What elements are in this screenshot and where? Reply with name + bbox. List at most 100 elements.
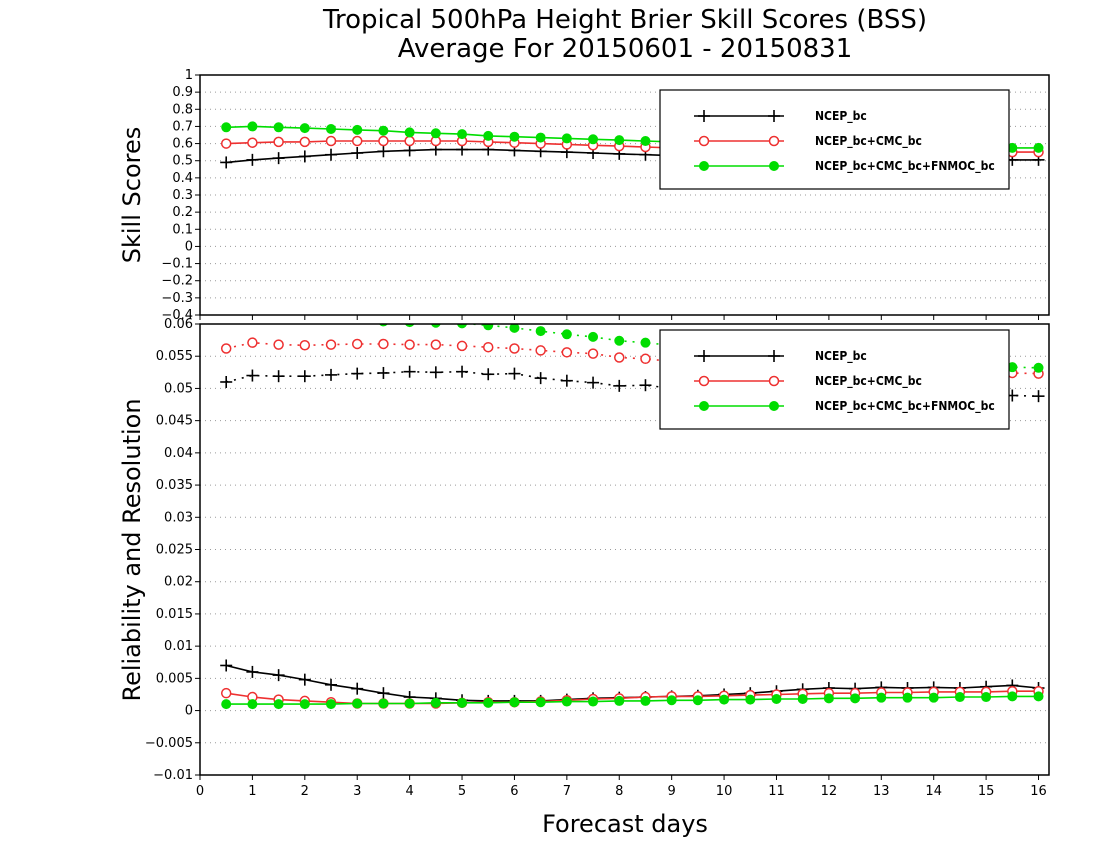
data-point-cmc — [404, 339, 415, 350]
data-point-cmc — [299, 136, 311, 148]
y-tick-label: −0.4 — [161, 308, 193, 323]
y-tick-label: 0.01 — [164, 639, 193, 654]
x-tick-label: 6 — [510, 784, 518, 799]
data-point-fnmoc — [221, 122, 232, 133]
y-tick-label: 0.045 — [156, 414, 193, 429]
data-point-ncep — [220, 375, 233, 388]
y-tick-label: −0.005 — [145, 736, 193, 751]
data-point-cmc — [378, 135, 389, 147]
y-tick-label: 0.03 — [164, 510, 193, 525]
data-point-cmc — [587, 348, 599, 359]
y-tick-label: 0.7 — [172, 119, 193, 134]
x-tick-label: 5 — [458, 784, 466, 799]
chart-title-line1: Tropical 500hPa Height Brier Skill Score… — [322, 5, 927, 35]
data-point-fnmoc — [561, 329, 572, 340]
data-point-cmc — [325, 135, 337, 147]
legend-label-cmc: NCEP_bc+CMC_bc — [815, 374, 922, 389]
x-tick-label: 2 — [301, 784, 309, 799]
legend-label-ncep: NCEP_bc — [815, 109, 867, 124]
data-point-fnmoc — [404, 127, 415, 138]
data-point-fnmoc — [247, 699, 258, 710]
data-point-cmc — [614, 352, 625, 363]
x-tick-label: 10 — [716, 784, 733, 799]
y-axis-title: Skill Scores — [118, 127, 146, 264]
y-tick-label: 0.4 — [172, 171, 193, 186]
x-tick-label: 3 — [353, 784, 361, 799]
data-point-ncep — [325, 368, 338, 381]
y-tick-label: 0.005 — [156, 671, 193, 686]
plot-frame — [199, 74, 1050, 316]
data-point-cmc — [220, 138, 232, 149]
data-point-cmc — [430, 339, 442, 350]
x-tick-label: 14 — [925, 784, 942, 799]
y-tick-label: 0.9 — [172, 85, 193, 100]
y-tick-label: 1 — [185, 68, 193, 83]
legend-entry-cmc: NCEP_bc+CMC_bc — [694, 374, 922, 389]
x-tick-label: 8 — [615, 784, 623, 799]
data-point-cmc — [273, 136, 284, 148]
data-point-fnmoc — [535, 326, 546, 337]
y-tick-label: −0.1 — [161, 257, 193, 272]
legend-entry-ncep: NCEP_bc — [694, 349, 867, 364]
data-point-fnmoc — [326, 124, 337, 134]
data-point-cmc — [404, 135, 415, 147]
data-point-cmc — [535, 345, 546, 356]
data-point-fnmoc — [378, 125, 389, 136]
data-point-fnmoc — [457, 129, 468, 140]
chart-title-line2: Average For 20150601 - 20150831 — [398, 34, 853, 64]
legend-marker-start-fnmoc — [699, 401, 709, 411]
data-point-fnmoc — [954, 692, 965, 703]
data-point-fnmoc — [483, 130, 494, 141]
legend-entry-fnmoc: NCEP_bc+CMC_bc+FNMOC_bc — [694, 399, 995, 414]
data-point-ncep — [587, 376, 600, 389]
data-point-ncep — [351, 367, 364, 380]
data-point-fnmoc — [1033, 691, 1044, 702]
data-point-ncep — [351, 147, 364, 159]
data-point-cmc — [247, 337, 258, 348]
x-tick-label: 7 — [563, 784, 571, 799]
data-point-ncep — [246, 153, 259, 166]
x-tick-label: 9 — [668, 784, 676, 799]
data-point-fnmoc — [430, 128, 441, 139]
data-point-ncep — [220, 659, 233, 672]
data-point-ncep — [560, 374, 573, 387]
data-point-ncep — [351, 682, 364, 695]
y-tick-label: 0.025 — [156, 543, 193, 558]
legend-marker-start-cmc — [698, 375, 710, 387]
data-point-fnmoc — [981, 692, 992, 703]
data-point-fnmoc — [561, 133, 572, 144]
x-tick-label: 16 — [1030, 784, 1047, 799]
y-tick-label: 0.8 — [172, 102, 193, 117]
data-point-ncep — [220, 156, 233, 169]
reliability-resolution-panel: −0.01 −0.005 0 0.005 0.01 0.015 0.02 0.025 0.03 0… — [118, 317, 1050, 799]
data-point-fnmoc — [273, 122, 284, 133]
data-point-fnmoc — [352, 698, 363, 709]
y-tick-label: 0.035 — [156, 478, 193, 493]
data-point-ncep — [613, 379, 626, 392]
data-point-fnmoc — [509, 697, 520, 708]
data-point-ncep — [377, 687, 390, 700]
y-tick-label: 0.06 — [164, 317, 193, 332]
legend-marker-start-ncep — [698, 350, 710, 362]
data-point-ncep — [377, 145, 390, 158]
x-axis-title: Forecast days — [542, 810, 708, 838]
data-point-fnmoc — [823, 693, 834, 704]
legend-box — [659, 329, 1010, 430]
data-point-ncep — [403, 365, 416, 378]
data-point-ncep — [508, 367, 521, 380]
legend-marker-end-ncep — [768, 350, 780, 362]
x-tick-label: 11 — [768, 784, 785, 799]
data-point-fnmoc — [614, 335, 625, 346]
data-point-fnmoc — [1033, 362, 1044, 373]
data-point-fnmoc — [457, 324, 467, 329]
x-tick-label: 0 — [196, 784, 204, 799]
data-point-ncep — [298, 150, 311, 163]
y-tick-label: 0 — [185, 704, 193, 719]
legend-marker-end-cmc — [768, 135, 780, 147]
x-tick-label: 15 — [978, 784, 995, 799]
data-point-fnmoc — [378, 698, 389, 709]
data-point-cmc — [220, 687, 232, 699]
legend-marker-start-fnmoc — [699, 161, 709, 171]
data-point-fnmoc — [745, 694, 756, 705]
data-point-ncep — [403, 144, 416, 157]
